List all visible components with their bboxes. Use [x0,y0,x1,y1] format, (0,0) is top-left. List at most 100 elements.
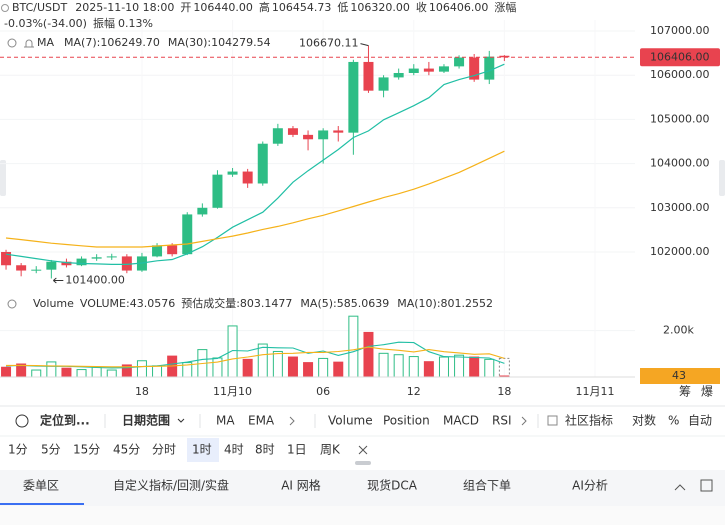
tab-underline [0,503,84,505]
more-arrow[interactable] [289,416,295,426]
volume-ma-line [5,341,505,369]
x-tick-label: 18 [135,385,149,398]
volume-bar [152,365,163,378]
right-handle[interactable] [719,160,725,196]
volume-bar [272,350,283,378]
estimate-name: 预估成交量: [181,296,240,310]
y-tick-label: 107000.00 [650,24,710,37]
interval[interactable]: 45分 [113,443,140,457]
interval[interactable]: 周K [320,443,341,457]
volume-bar [393,354,404,378]
ma-line [5,150,505,248]
field-label: 开 [180,1,191,14]
candle-body [348,61,359,133]
expand-icon[interactable] [700,479,713,492]
legend-name: MA(30): [168,36,211,49]
volume-ma-line [6,346,505,368]
legend-value: 104279.54 [211,36,271,49]
volume-bar [76,369,87,378]
volume-bar [91,366,102,378]
drag-handle[interactable] [355,461,371,465]
alert-icon[interactable] [24,39,34,48]
volume-bar [423,361,434,378]
toolbar-item[interactable]: Volume [328,414,373,428]
toolbar-item[interactable]: RSI [492,414,512,428]
volume-bar [167,355,178,378]
collapse-icon[interactable] [674,484,686,491]
candle-body [408,68,419,73]
toolbar-item[interactable]: Position [383,414,430,428]
interval[interactable]: 8时 [255,443,275,457]
interval[interactable]: 分时 [152,443,176,457]
interval[interactable]: 4时 [224,443,244,457]
tab[interactable]: 现货DCA [367,478,418,493]
volume-bar [136,360,147,378]
eye-icon[interactable] [7,38,17,48]
left-handle[interactable] [0,160,6,196]
last-price-label: 106406.00 [650,50,710,63]
close-icon[interactable] [358,445,368,455]
eye-icon[interactable] [7,299,17,309]
y-tick-label: 2.00k [663,324,694,337]
toolbar-item[interactable]: EMA [248,414,275,428]
side-button[interactable]: 爆 [701,385,713,399]
candle-body [438,66,449,72]
volume-bar [31,369,42,378]
toolbar-item[interactable]: % [668,414,679,428]
datetime: 2025-11-10 18:00 [75,1,174,14]
volume-bar [46,361,57,378]
toolbar-item[interactable]: 社区指标 [565,413,613,428]
toolbar-item[interactable]: 对数 [632,413,656,428]
legend-name: MA(5): [300,297,336,310]
toolbar-item[interactable]: 自动 [688,414,712,428]
volume-bar [363,331,374,378]
field-value: 106320.00 [350,1,410,14]
toolbar-item[interactable]: 定位到... [40,413,90,428]
tab[interactable]: AI分析 [572,479,608,493]
candle-body [197,207,208,215]
volume-bar [257,343,268,378]
volume-bar [242,358,253,378]
y-tick-label: 105000.00 [650,112,710,125]
candle-body [61,261,72,266]
tab[interactable]: 组合下单 [463,478,511,493]
volume-bar [227,325,238,378]
volume-bar [484,358,495,378]
candle-body [257,143,268,184]
tab[interactable]: 委单区 [23,479,59,493]
candle-body [91,257,102,259]
volume-bar [212,357,223,378]
interval[interactable]: 5分 [41,443,61,457]
candle-body [333,130,344,133]
field-label: 收 [416,0,427,14]
interval[interactable]: 1时 [192,443,212,457]
tab[interactable]: AI 网格 [281,478,321,493]
locate-icon [15,414,29,428]
candle-body [31,269,42,271]
side-button[interactable]: 筹 [679,385,691,399]
interval[interactable]: 1日 [287,443,307,457]
field-value: 106454.73 [272,1,332,14]
toolbar-item[interactable]: 日期范围 [122,413,170,428]
volume-bar [287,356,298,378]
candle-body [484,56,495,80]
volume-bar [318,357,329,378]
interval-selected-bg [187,438,219,462]
interval[interactable]: 15分 [73,443,100,457]
current-volume-label: 43 [672,369,686,382]
more-arrow[interactable] [521,416,527,426]
min-label: 101400.00 [65,274,125,287]
status-icon [1,4,9,12]
symbol: BTC/USDT [12,1,68,14]
legend-value: 801.2552 [441,297,494,310]
toolbar-item[interactable]: MA [216,414,235,428]
candle-body [46,261,57,270]
field-label: 低 [337,1,348,14]
tab[interactable]: 自定义指标/回测/实盘 [113,478,229,493]
legend-value: 106249.70 [100,36,160,49]
bottom-strip [0,506,725,525]
interval[interactable]: 1分 [8,443,28,457]
toolbar-item[interactable]: MACD [443,414,479,428]
candle-body [227,171,238,175]
max-label: 106670.11 [299,37,359,50]
